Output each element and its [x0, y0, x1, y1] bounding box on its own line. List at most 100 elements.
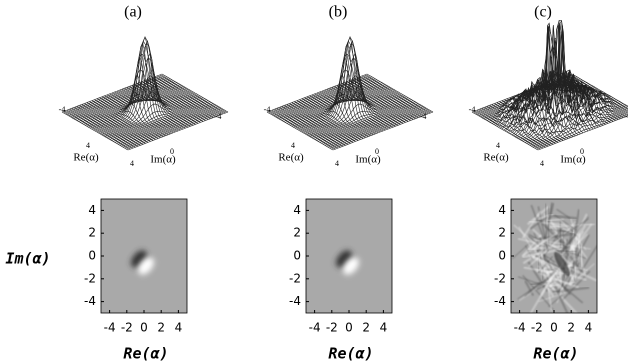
- texture-stroke: [536, 232, 575, 241]
- x-tick-label: 2: [157, 321, 165, 335]
- bright-lobe: [343, 257, 359, 275]
- mesh-line: [70, 78, 171, 118]
- y-tick-label: 4: [88, 203, 96, 217]
- mesh-line: [111, 102, 212, 141]
- texture-stroke: [524, 280, 535, 297]
- mesh-line: [516, 82, 617, 138]
- surface-tick-label: 0: [170, 147, 174, 156]
- mesh-line: [306, 91, 407, 136]
- mesh-line: [121, 107, 222, 147]
- y-tick-label: 0: [498, 249, 506, 263]
- y-tick-label: 4: [498, 203, 506, 217]
- x-tick-label: 4: [585, 321, 593, 335]
- density-image: [511, 199, 597, 313]
- mesh-line: [309, 98, 411, 137]
- mesh-line: [108, 100, 209, 139]
- mesh-line: [319, 104, 420, 143]
- panel-label: (c): [534, 4, 552, 21]
- x-tick-label: -4: [514, 321, 526, 335]
- texture-stroke: [556, 280, 584, 304]
- texture-stroke: [556, 279, 579, 289]
- mesh-line: [313, 100, 414, 139]
- texture-stroke: [518, 277, 553, 302]
- mesh-line: [513, 85, 614, 137]
- mesh-line: [329, 109, 430, 149]
- mesh-line: [524, 104, 625, 143]
- surface-tick-label: -4: [469, 105, 476, 114]
- surface-tick-label: -4: [625, 112, 628, 121]
- mesh-line: [113, 103, 214, 142]
- mesh-line: [109, 101, 210, 140]
- surface-tick-label: -4: [264, 105, 271, 114]
- mesh-line: [80, 84, 181, 123]
- texture-stroke: [547, 218, 564, 222]
- y-tick-label: -2: [84, 271, 96, 285]
- x-tick-label: 0: [140, 321, 148, 335]
- mesh-line: [126, 110, 227, 150]
- mesh-line: [117, 106, 219, 145]
- y-tick-label: -2: [494, 271, 506, 285]
- x-tick-label: -2: [121, 321, 133, 335]
- mesh-line: [98, 56, 199, 134]
- density-image: [101, 199, 187, 313]
- mesh-line: [521, 95, 622, 141]
- texture-stroke: [539, 245, 546, 273]
- x-tick-label: 2: [362, 321, 370, 335]
- mesh-line: [91, 53, 192, 130]
- texture-stroke: [529, 215, 549, 230]
- mesh-line: [303, 56, 404, 134]
- texture-stroke: [528, 220, 565, 226]
- surface-tick-label: 4: [130, 159, 134, 168]
- mesh-line: [527, 106, 628, 145]
- mesh-line: [534, 112, 628, 149]
- texture-stroke: [527, 235, 540, 245]
- mesh-line: [116, 105, 217, 144]
- x-tick-label: 2: [567, 321, 575, 335]
- x-tick-label: 4: [380, 321, 388, 335]
- y-tick-label: 0: [293, 249, 301, 263]
- y-tick-label: 2: [498, 226, 506, 240]
- mesh-line: [519, 93, 621, 140]
- texture-stroke: [522, 250, 542, 265]
- texture-stroke: [547, 206, 550, 247]
- im-axis-label: Im(α): [355, 154, 381, 166]
- mesh-line: [316, 102, 417, 141]
- x-tick-label: -4: [104, 321, 116, 335]
- mesh-line: [522, 101, 624, 142]
- y-tick-label: 2: [88, 226, 96, 240]
- texture-stroke: [568, 233, 589, 253]
- mesh-line: [304, 74, 406, 135]
- y-tick-label: -4: [494, 294, 506, 308]
- mesh-line: [76, 82, 177, 121]
- bright-lobe: [138, 257, 154, 275]
- texture-stroke: [573, 209, 581, 237]
- mesh-line: [536, 113, 628, 150]
- texture-stroke: [548, 202, 554, 221]
- texture-stroke: [527, 253, 565, 272]
- x-axis-label: Re(α): [123, 345, 168, 363]
- mesh-line: [119, 107, 220, 146]
- texture-stroke: [580, 245, 584, 268]
- mesh-line: [308, 97, 409, 136]
- mesh-line: [101, 91, 202, 136]
- texture-stroke: [536, 269, 557, 290]
- mesh-line: [94, 36, 196, 132]
- mesh-line: [268, 74, 369, 114]
- mesh-line: [314, 101, 416, 140]
- texture-stroke: [548, 214, 577, 220]
- texture-stroke: [544, 262, 565, 293]
- mesh-line: [124, 109, 225, 149]
- density-image: [306, 199, 392, 313]
- mesh-line: [68, 77, 169, 117]
- mesh-line: [96, 42, 197, 133]
- surface-tick-label: 0: [375, 147, 379, 156]
- mesh-line: [294, 69, 396, 129]
- x-tick-label: 0: [345, 321, 353, 335]
- mesh-line: [283, 83, 384, 122]
- mesh-line: [127, 111, 229, 151]
- texture-stroke: [533, 237, 556, 248]
- mesh-line: [270, 75, 371, 115]
- panel-label: (b): [329, 4, 348, 21]
- mesh-line: [299, 36, 401, 132]
